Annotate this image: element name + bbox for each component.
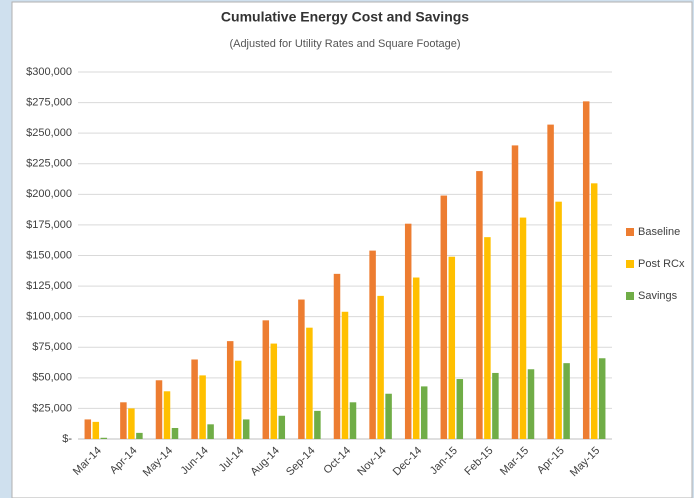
bar	[298, 299, 305, 439]
bar	[314, 410, 321, 439]
bar	[155, 380, 163, 439]
bar	[84, 419, 92, 439]
y-tick-label: $300,000	[26, 66, 72, 78]
bar	[136, 432, 143, 439]
y-tick-label: $200,000	[26, 188, 72, 200]
y-tick-label: $225,000	[26, 158, 72, 170]
y-tick-label: $125,000	[26, 280, 72, 292]
bar	[563, 363, 570, 439]
y-tick-label: $175,000	[26, 219, 72, 231]
bar	[484, 237, 491, 439]
bar	[448, 256, 456, 439]
bar	[385, 393, 392, 439]
bar	[440, 195, 448, 439]
legend-swatch	[626, 260, 634, 268]
bar	[120, 402, 127, 439]
bar	[226, 341, 234, 439]
legend-label: Baseline	[638, 226, 680, 238]
bar	[492, 372, 499, 439]
bar	[171, 427, 179, 439]
bar	[207, 424, 214, 439]
chart-title: Cumulative Energy Cost and Savings	[221, 9, 469, 25]
bar	[404, 223, 412, 439]
bar	[519, 217, 527, 439]
bar	[412, 277, 420, 439]
y-tick-label: $75,000	[32, 341, 72, 353]
bar	[377, 295, 384, 439]
bar	[341, 311, 349, 439]
bar	[547, 124, 554, 439]
bar	[199, 375, 206, 439]
bar	[333, 273, 341, 439]
bar	[92, 421, 100, 439]
legend-label: Savings	[638, 290, 678, 302]
bar	[234, 360, 242, 439]
bar	[163, 391, 171, 439]
legend-label: Post RCx	[638, 258, 685, 270]
bar	[100, 437, 108, 439]
bar	[369, 250, 376, 439]
y-tick-label: $150,000	[26, 249, 72, 261]
chart-subtitle: (Adjusted for Utility Rates and Square F…	[229, 38, 460, 50]
bar	[476, 171, 483, 439]
y-tick-label: $50,000	[32, 372, 72, 384]
bar	[511, 145, 519, 439]
y-tick-label: $275,000	[26, 96, 72, 108]
bar	[128, 408, 135, 439]
bar	[598, 358, 606, 439]
y-tick-label: $250,000	[26, 127, 72, 139]
bar	[270, 343, 278, 439]
bar	[191, 359, 198, 439]
bar	[278, 415, 286, 439]
bar	[349, 402, 357, 439]
bar	[306, 327, 313, 439]
bar	[590, 183, 598, 439]
y-tick-label: $25,000	[32, 402, 72, 414]
bar	[242, 419, 250, 439]
bar	[527, 369, 535, 439]
bar	[262, 320, 270, 439]
legend-swatch	[626, 228, 634, 236]
y-tick-label: $100,000	[26, 311, 72, 323]
bar	[456, 379, 464, 439]
legend-swatch	[626, 292, 634, 300]
y-tick-label: $-	[62, 433, 72, 445]
bar	[555, 201, 562, 439]
bar	[420, 386, 428, 439]
bar	[582, 101, 590, 440]
